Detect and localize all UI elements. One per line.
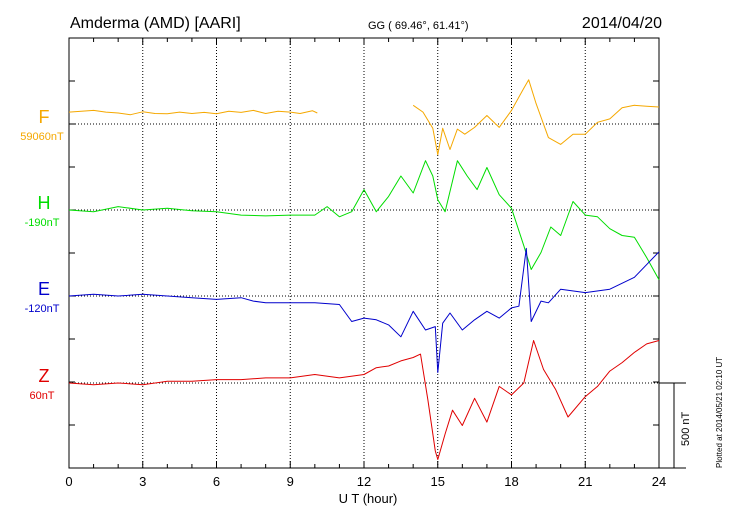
x-tick-label: 12 bbox=[357, 474, 371, 489]
series-labels: F 59060nT H -190nT E -120nT Z 60nT bbox=[20, 107, 64, 402]
station-title: Amderma (AMD) [AARI] bbox=[70, 15, 241, 32]
series-e-line bbox=[68, 247, 660, 373]
scale-bar-label: 500 nT bbox=[680, 411, 692, 446]
series-h-baseline: -190nT bbox=[25, 217, 60, 229]
x-tick-label: 3 bbox=[139, 474, 146, 489]
x-tick-labels: 0 3 6 9 12 15 18 21 24 bbox=[65, 474, 666, 489]
series-group bbox=[68, 79, 660, 460]
date-label: 2014/04/20 bbox=[582, 15, 662, 32]
plot-frame bbox=[68, 37, 660, 469]
x-tick-label: 6 bbox=[213, 474, 220, 489]
coordinates-label: GG ( 69.46°, 61.41°) bbox=[368, 20, 469, 32]
x-tick-label: 21 bbox=[578, 474, 592, 489]
series-h-line bbox=[68, 160, 660, 280]
x-tick-label: 0 bbox=[65, 474, 72, 489]
series-h-name: H bbox=[38, 193, 51, 213]
series-f-baseline: 59060nT bbox=[20, 131, 64, 143]
plotted-at-label: Plotted at 2014/05/21 02:10 UT bbox=[715, 357, 724, 468]
x-axis-label: U T (hour) bbox=[339, 491, 398, 506]
scale-bar: 500 nT bbox=[659, 382, 692, 469]
series-f-name: F bbox=[39, 107, 50, 127]
series-z-name: Z bbox=[39, 366, 50, 386]
series-f-line bbox=[68, 79, 660, 156]
x-tick-label: 9 bbox=[287, 474, 294, 489]
series-e-baseline: -120nT bbox=[25, 303, 60, 315]
x-tick-label: 18 bbox=[504, 474, 518, 489]
grid-lines bbox=[69, 38, 659, 468]
series-z-line bbox=[68, 340, 660, 460]
axis-ticks bbox=[68, 38, 660, 468]
series-e-name: E bbox=[38, 279, 50, 299]
x-tick-label: 24 bbox=[652, 474, 666, 489]
series-z-baseline: 60nT bbox=[29, 390, 54, 402]
x-tick-label: 15 bbox=[431, 474, 445, 489]
